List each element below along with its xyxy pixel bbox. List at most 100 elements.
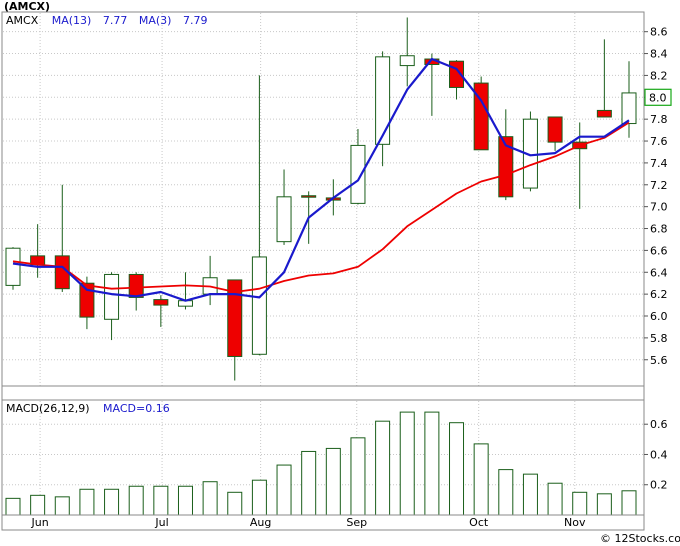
- macd-bar: [596, 493, 612, 516]
- candle-body: [153, 299, 169, 306]
- price-y-tick-label: 5.8: [650, 332, 668, 345]
- macd-legend-label: MACD(26,12,9): [6, 402, 90, 415]
- candle-body: [128, 273, 144, 298]
- macd-bar: [498, 469, 514, 516]
- macd-bar: [251, 479, 267, 516]
- ma13-line: [12, 121, 630, 293]
- last-price-marker: 8.0: [644, 88, 672, 106]
- price-y-tick-label: 7.6: [650, 135, 668, 148]
- macd-x-strip: [1, 514, 645, 531]
- price-y-tick-label: 6.6: [650, 244, 668, 257]
- macd-legend-value: MACD=0.16: [103, 402, 170, 415]
- candle-body: [79, 282, 95, 318]
- candle-body: [251, 256, 267, 355]
- macd-bar: [104, 488, 120, 516]
- candle-body: [547, 116, 563, 143]
- ma3-line: [12, 57, 630, 302]
- candle-up: [251, 75, 267, 356]
- macd-bar: [375, 420, 391, 516]
- candle-up: [276, 169, 292, 245]
- macd-y-tick-label: 0.4: [650, 448, 668, 461]
- candle-body: [5, 247, 21, 286]
- macd-bar: [547, 482, 563, 516]
- macd-bar: [30, 494, 46, 516]
- price-x-strip: [1, 385, 645, 401]
- candle-body: [399, 55, 415, 67]
- macd-y-axis: 0.2 0.4 0.6: [644, 418, 668, 492]
- price-y-tick-label: 7.4: [650, 157, 668, 170]
- legend-ma3-label: MA(3): [139, 14, 172, 27]
- candle-body: [301, 195, 317, 198]
- candle-up: [522, 111, 538, 192]
- price-y-tick-label: 6.2: [650, 288, 668, 301]
- macd-bar: [449, 422, 465, 516]
- candle-down: [54, 184, 70, 292]
- legend-ma13-label: MA(13): [52, 14, 92, 27]
- macd-x-tick-label: Aug: [250, 516, 271, 529]
- macd-x-tick-label: Sep: [346, 516, 367, 529]
- macd-bar: [572, 491, 588, 516]
- candle-down: [473, 76, 489, 151]
- macd-bar: [276, 464, 292, 516]
- candle-down: [547, 116, 563, 151]
- macd-x-tick-label: Nov: [564, 516, 586, 529]
- macd-bar: [153, 485, 169, 516]
- candle-down: [128, 272, 144, 311]
- price-y-tick-label: 7.8: [650, 113, 668, 126]
- macd-bar: [325, 447, 341, 516]
- candle-down: [227, 279, 243, 381]
- watermark: © 12Stocks.com: [600, 532, 680, 545]
- candle-body: [621, 92, 637, 125]
- price-y-tick-label: 8.2: [650, 69, 668, 82]
- macd-bar: [202, 481, 218, 516]
- macd-bar: [177, 485, 193, 516]
- candle-body: [498, 136, 514, 198]
- price-y-tick-label: 8.6: [650, 26, 668, 39]
- price-panel-frame: [1, 11, 645, 387]
- candle-body: [596, 109, 612, 118]
- chart-title: (AMCX): [4, 0, 50, 13]
- last-price-label: 8.0: [649, 91, 667, 104]
- macd-bar: [5, 497, 21, 516]
- price-y-tick-label: 6.8: [650, 223, 668, 236]
- price-y-tick-label: 5.6: [650, 354, 668, 367]
- candle-up: [350, 129, 366, 205]
- macd-bar: [522, 473, 538, 516]
- macd-y-tick-label: 0.6: [650, 418, 668, 431]
- macd-bar: [399, 411, 415, 516]
- candle-body: [104, 273, 120, 320]
- macd-bar: [424, 411, 440, 516]
- candle-up: [5, 247, 21, 290]
- price-y-tick-label: 7.2: [650, 179, 668, 192]
- macd-bar: [301, 450, 317, 516]
- moving-averages: [12, 57, 630, 302]
- legend-ticker: AMCX: [6, 14, 39, 27]
- candle-body: [375, 56, 391, 145]
- price-legend: AMCX MA(13) 7.77 MA(3) 7.79: [6, 14, 207, 27]
- candle-up: [399, 17, 415, 87]
- price-y-tick-label: 7.0: [650, 201, 668, 214]
- macd-bar: [473, 443, 489, 516]
- macd-bar: [54, 496, 70, 516]
- macd-x-tick-label: Jun: [31, 516, 49, 529]
- macd-bar: [128, 485, 144, 516]
- macd-bar: [350, 437, 366, 516]
- price-y-axis: 5.6 5.8 6.0 6.2 6.4 6.6 6.8 7.0 7.2 7.4 7.6 7.8 8.0 8…: [644, 26, 668, 367]
- macd-bar: [79, 488, 95, 516]
- candle-up: [104, 272, 120, 341]
- candle-down: [596, 39, 612, 118]
- macd-x-tick-label: Oct: [469, 516, 489, 529]
- macd-x-tick-label: Jul: [154, 516, 168, 529]
- macd-bar: [227, 491, 243, 516]
- legend-ma13-value: 7.77: [103, 14, 128, 27]
- macd-x-axis: Jun Jul Aug Sep Oct Nov: [31, 516, 587, 529]
- candle-body: [350, 144, 366, 204]
- macd-legend: MACD(26,12,9) MACD=0.16: [6, 402, 170, 415]
- macd-bar: [621, 490, 637, 516]
- price-y-tick-label: 6.0: [650, 310, 668, 323]
- candle-down: [498, 109, 514, 201]
- candle-body: [227, 279, 243, 357]
- candle-down: [79, 276, 95, 330]
- macd-y-tick-label: 0.2: [650, 479, 668, 492]
